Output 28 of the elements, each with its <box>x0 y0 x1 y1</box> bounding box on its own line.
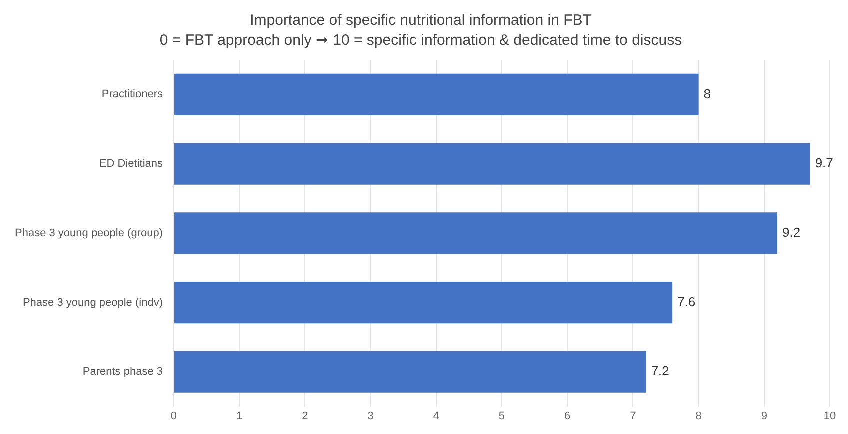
y-tick-label: Practitioners <box>102 88 164 101</box>
y-tick-label: Phase 3 young people (group) <box>14 227 163 240</box>
data-label: 7.6 <box>678 294 696 310</box>
data-label: 8 <box>704 86 712 102</box>
bar <box>174 143 810 185</box>
x-tick-label: 7 <box>630 410 636 422</box>
y-tick-label: Phase 3 young people (indv) <box>22 296 163 309</box>
chart-subtitle: 0 = FBT approach only ➞ 10 = specific information & dedicated time to discuss <box>160 32 682 50</box>
data-label: 9.7 <box>815 156 834 171</box>
chart-title: Importance of specific nutritional information in FBT <box>250 12 592 30</box>
bar <box>174 351 646 393</box>
data-label: 9.2 <box>782 224 801 240</box>
bar <box>174 74 699 116</box>
x-tick-label: 4 <box>433 410 440 422</box>
x-tick-label: 2 <box>302 410 308 422</box>
x-tick-label: 0 <box>170 410 178 422</box>
x-tick-label: 10 <box>824 410 836 422</box>
bar <box>174 282 673 324</box>
x-tick-label: 1 <box>236 410 243 422</box>
x-tick-label: 9 <box>761 410 768 422</box>
x-tick-label: 8 <box>696 410 702 422</box>
bar <box>174 212 778 254</box>
x-tick-label: 5 <box>498 410 506 422</box>
x-tick-label: 3 <box>368 410 374 422</box>
x-tick-label: 6 <box>564 410 571 422</box>
data-label: 7.2 <box>651 364 670 379</box>
y-tick-label: ED Dietitians <box>99 158 164 170</box>
y-tick-label: Parents phase 3 <box>82 366 163 378</box>
